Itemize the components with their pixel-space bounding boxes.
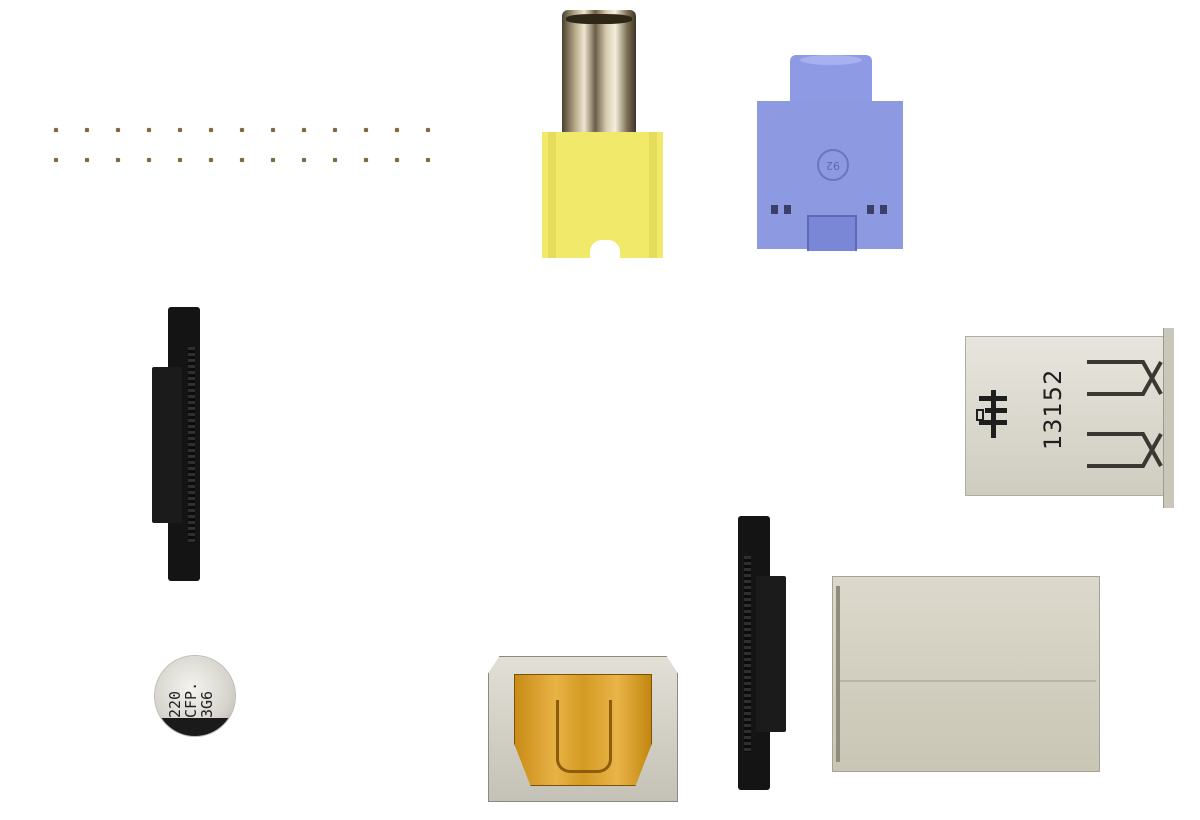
pin [333, 128, 337, 132]
card-connector-1 [152, 307, 200, 581]
audio-jack-slot [867, 205, 874, 214]
pin [178, 158, 182, 162]
pin [302, 158, 306, 162]
card-connector-wing [152, 367, 182, 523]
audio-jack-marking: 92 [817, 149, 849, 181]
capacitor-polarity-band [155, 718, 235, 736]
pin [85, 128, 89, 132]
usb-slot-bottom [1087, 432, 1163, 468]
rca-notch [590, 240, 620, 258]
audio-jack-slot [771, 205, 778, 214]
smd-capacitor: 220 CFP. 3G6 [153, 654, 237, 740]
pin [271, 128, 275, 132]
pin [333, 158, 337, 162]
pin [395, 158, 399, 162]
capacitor-marking-line: 220 [166, 690, 184, 718]
capacitor-marking-line: CFP. [182, 681, 200, 718]
pin [209, 158, 213, 162]
hdmi-port [488, 656, 678, 802]
pin [302, 128, 306, 132]
card-connector-contacts [744, 556, 751, 752]
audio-jack-tab [807, 215, 857, 251]
usb-marking: 13152 [1039, 368, 1067, 450]
pin [426, 128, 430, 132]
pin [54, 158, 58, 162]
pin [54, 128, 58, 132]
rca-ridge [548, 132, 556, 258]
audio-jack-slot [784, 205, 791, 214]
pin [147, 128, 151, 132]
rca-barrel [562, 10, 636, 138]
pin-header [40, 118, 450, 174]
audio-jack: 92 [757, 55, 903, 251]
pin [364, 158, 368, 162]
pin [240, 158, 244, 162]
card-connector-contacts [188, 347, 195, 543]
manufacturer-logo-icon [976, 390, 1007, 438]
pin [426, 158, 430, 162]
usb-port: 13152 [963, 328, 1175, 508]
hdmi-tongue [556, 700, 612, 773]
capacitor-marking: 220 CFP. 3G6 [166, 681, 216, 718]
rca-body [542, 132, 663, 258]
capacitor-marking-line: 3G6 [198, 690, 216, 718]
audio-jack-slot [880, 205, 887, 214]
pin [116, 128, 120, 132]
pin [147, 158, 151, 162]
pin [116, 158, 120, 162]
pin [209, 128, 213, 132]
pin [271, 158, 275, 162]
rj45-shell [832, 576, 1100, 772]
usb-slot-top [1087, 360, 1163, 396]
rj45-edge [836, 586, 840, 762]
card-connector-2 [738, 516, 786, 790]
rj45-jack [832, 576, 1100, 772]
usb-lip [1163, 328, 1174, 508]
pin [85, 158, 89, 162]
rca-jack [540, 10, 665, 258]
pin [178, 128, 182, 132]
pin [240, 128, 244, 132]
hdmi-insulator [514, 674, 652, 786]
rca-ridge [649, 132, 657, 258]
audio-jack-neck [790, 55, 872, 107]
pin [395, 128, 399, 132]
pin [364, 128, 368, 132]
card-connector-wing [756, 576, 786, 732]
capacitor-can [155, 656, 235, 736]
rj45-seam [840, 680, 1096, 682]
